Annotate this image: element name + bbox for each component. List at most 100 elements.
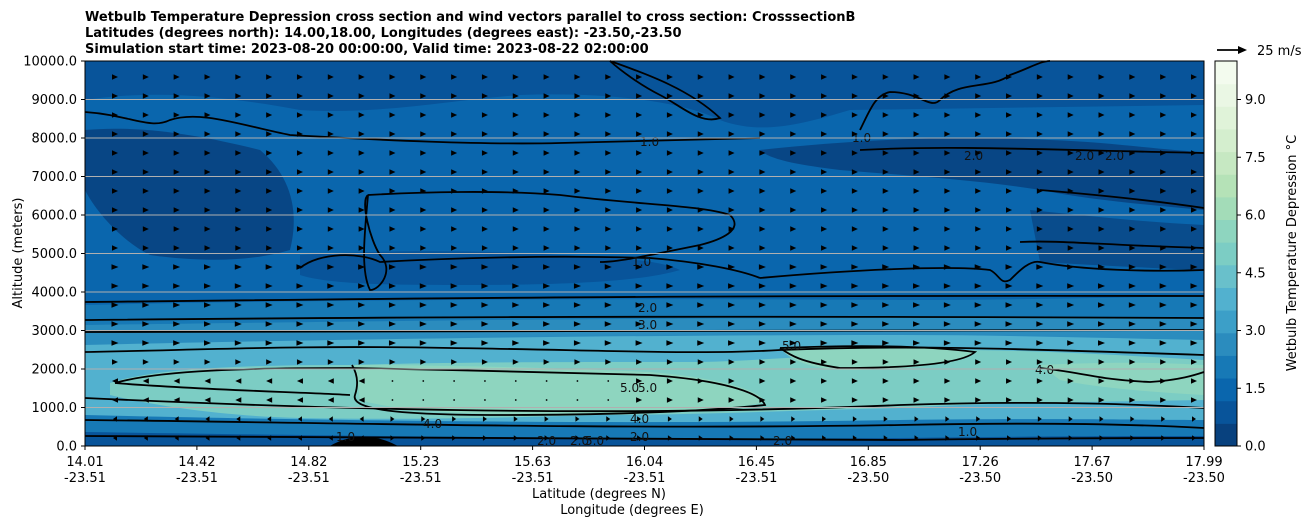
wind-vector xyxy=(728,378,735,384)
wind-vector xyxy=(421,416,426,422)
wind-vector xyxy=(573,283,581,289)
contour-label: 4.0 xyxy=(1035,363,1054,377)
wind-vector xyxy=(389,169,396,175)
wind-vector xyxy=(543,188,550,194)
wind-vector xyxy=(729,435,734,441)
wind-vector xyxy=(759,245,766,251)
wind-vector xyxy=(789,283,797,289)
wind-vector xyxy=(1036,131,1043,137)
wind-vector xyxy=(882,321,890,327)
wind-vector xyxy=(697,150,704,156)
wind-vectors xyxy=(111,74,1198,441)
wind-vector xyxy=(913,283,921,289)
colorbar-segment xyxy=(1215,355,1237,379)
wind-vector xyxy=(420,359,427,365)
contour-label: 2.0 xyxy=(773,434,792,448)
wind-vector xyxy=(882,359,889,365)
wind-vector xyxy=(327,207,334,213)
wind-vector xyxy=(636,131,643,137)
wind-vector xyxy=(913,226,920,232)
wind-vector xyxy=(204,188,211,194)
wind-vector xyxy=(759,131,766,137)
wind-vector xyxy=(451,207,458,213)
wind-vector xyxy=(1068,416,1073,422)
wind-vector xyxy=(327,131,334,137)
wind-vector xyxy=(1129,378,1136,384)
wind-vector xyxy=(943,302,951,308)
wind-vector xyxy=(173,245,180,251)
wind-vector xyxy=(419,340,427,346)
contour-label: 4.0 xyxy=(423,417,442,431)
wind-vector xyxy=(944,150,951,156)
contour-line xyxy=(84,419,1205,429)
wind-vector xyxy=(173,150,180,156)
wind-vector xyxy=(821,74,828,80)
wind-vector xyxy=(236,416,241,422)
wind-vector xyxy=(452,416,457,422)
wind-vector xyxy=(419,302,427,308)
wind-vector xyxy=(484,399,486,401)
wind-vector xyxy=(543,283,551,289)
wind-vector xyxy=(1190,340,1198,346)
wind-vector xyxy=(975,226,982,232)
wind-vector xyxy=(328,435,333,441)
wind-vector xyxy=(943,321,951,327)
x-tick-label-lon: -23.51 xyxy=(400,471,442,486)
wind-vector xyxy=(173,397,180,403)
wind-vector xyxy=(666,207,673,213)
wind-vector xyxy=(1006,226,1013,232)
plot-area: 1.0 1.0 1.0 2.0 2.0 2.0 2.0 3.0 4.0 5.0 … xyxy=(84,60,1205,448)
x-tick-label-lon: -23.50 xyxy=(1183,471,1225,486)
wind-vector xyxy=(1191,169,1197,175)
wind-vector xyxy=(820,340,828,346)
wind-vector xyxy=(944,169,951,175)
title-line-2: Latitudes (degrees north): 14.00,18.00, … xyxy=(85,26,682,41)
wind-vector xyxy=(513,435,518,441)
wind-vector xyxy=(882,226,889,232)
wind-vector xyxy=(944,188,951,194)
wind-vector xyxy=(328,416,333,422)
wind-vector xyxy=(481,93,488,99)
wind-vector xyxy=(512,264,520,270)
wind-vector xyxy=(204,131,211,137)
wind-vector xyxy=(697,74,704,80)
wind-vector xyxy=(111,340,119,346)
wind-vector xyxy=(1161,435,1166,441)
wind-vector xyxy=(1067,226,1074,232)
wind-vector xyxy=(450,302,458,308)
wind-vector xyxy=(636,93,643,99)
wind-vector xyxy=(667,435,672,441)
wind-vector xyxy=(1036,378,1043,384)
wind-vector xyxy=(543,131,550,137)
wind-vector xyxy=(327,397,334,403)
contour-fill-upper xyxy=(85,61,1204,128)
x-tick-label-lat: 16.45 xyxy=(738,455,775,470)
wind-vector xyxy=(296,207,303,213)
wind-vector xyxy=(575,435,580,441)
wind-vector xyxy=(296,226,303,232)
x-tick-label-lat: 14.82 xyxy=(290,455,327,470)
wind-vector xyxy=(111,264,119,270)
x-tick-label-lon: -23.51 xyxy=(288,471,330,486)
wind-vector xyxy=(173,74,180,80)
wind-vector xyxy=(574,169,581,175)
wind-vector xyxy=(1160,188,1167,194)
wind-vector xyxy=(265,283,273,289)
wind-vector xyxy=(573,340,581,346)
wind-vector xyxy=(574,150,581,156)
x-tick-label-lat: 16.85 xyxy=(850,455,887,470)
wind-vector xyxy=(481,112,488,118)
wind-vector xyxy=(543,74,550,80)
wind-vector xyxy=(636,359,643,365)
wind-vector xyxy=(605,359,612,365)
wind-vector xyxy=(173,340,181,346)
wind-vector xyxy=(1129,93,1136,99)
wind-vector xyxy=(266,74,273,80)
wind-vector xyxy=(1160,207,1167,213)
wind-vector xyxy=(265,340,273,346)
wind-vector xyxy=(235,131,242,137)
wind-vector xyxy=(1006,359,1013,365)
wind-vector xyxy=(851,150,858,156)
wind-vector xyxy=(943,340,951,346)
